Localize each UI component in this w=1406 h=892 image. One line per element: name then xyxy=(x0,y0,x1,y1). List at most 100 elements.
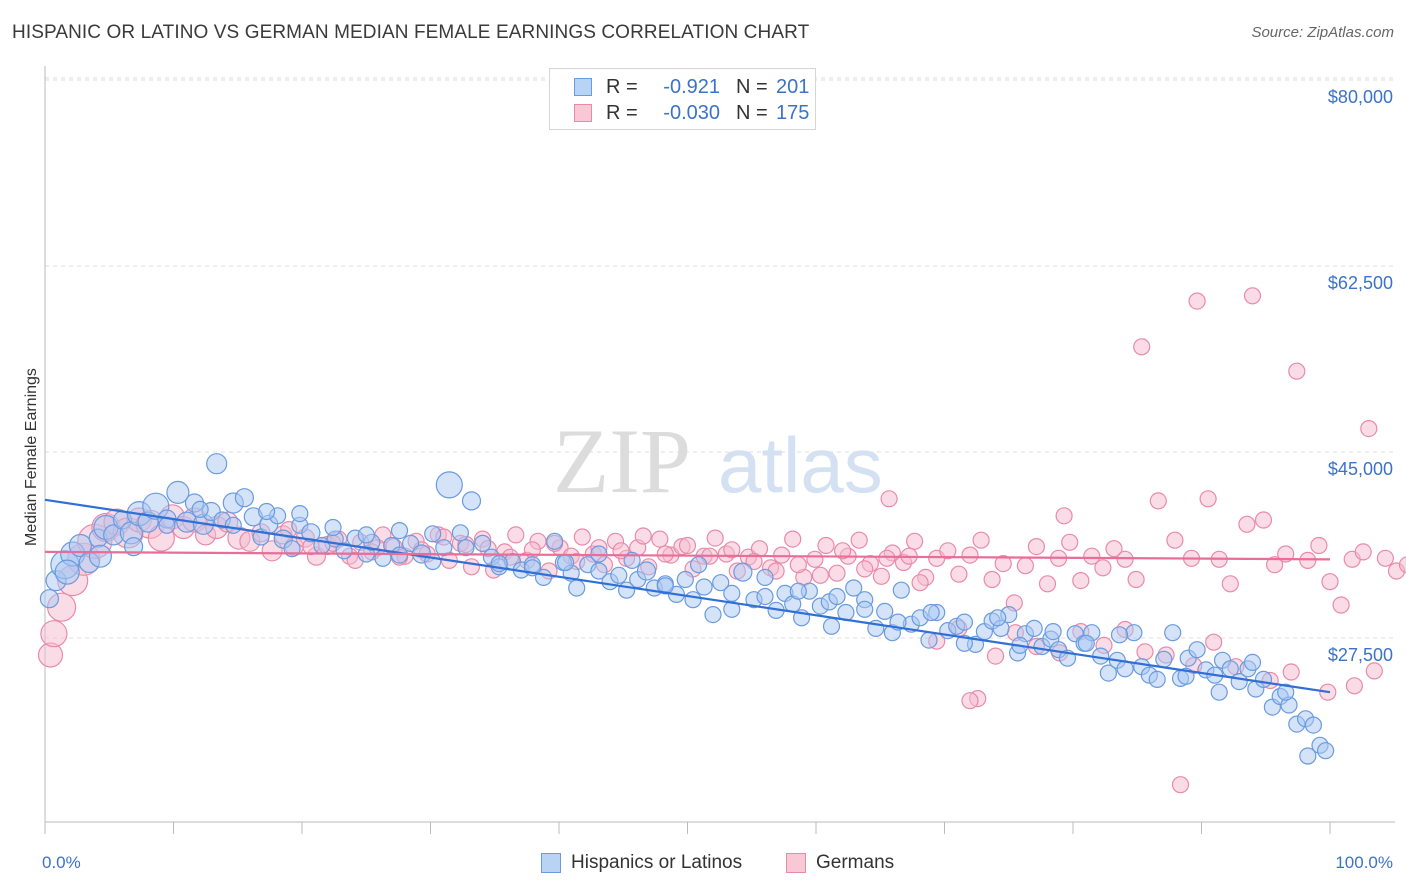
hispanics-point xyxy=(556,553,575,572)
germans-point xyxy=(1016,557,1035,575)
germans-point xyxy=(573,528,591,546)
germans-point xyxy=(1321,573,1339,591)
tick-labels: $27,500 $45,000 $62,500 $80,000 0.0% 100.0% xyxy=(42,87,1393,872)
hispanics-trend-line xyxy=(44,498,1331,694)
y-tick-label: $45,000 xyxy=(1328,459,1393,479)
hispanics-point xyxy=(822,617,841,635)
hispanics-point xyxy=(258,502,276,521)
hispanics-point xyxy=(1299,747,1317,765)
germans-point xyxy=(507,526,525,544)
legend-r-label: R = xyxy=(606,75,638,98)
legend-n-value: 201 xyxy=(776,75,810,98)
hispanics-point xyxy=(435,471,463,499)
germans-point xyxy=(1136,643,1154,661)
germans-point xyxy=(1127,570,1145,589)
hispanics-point xyxy=(590,562,608,580)
chart-source: Source: ZipAtlas.com xyxy=(1251,24,1394,41)
germans-point xyxy=(1282,663,1300,681)
germans-point xyxy=(880,490,898,508)
y-tick-label: $27,500 xyxy=(1328,645,1393,665)
legend-r-label: R = xyxy=(606,101,638,124)
germans-point xyxy=(1243,287,1262,305)
hispanics-point xyxy=(402,534,420,553)
hispanics-point xyxy=(390,546,409,564)
legend-swatch-blue xyxy=(574,78,592,96)
hispanics-point xyxy=(684,591,702,609)
hispanics-point xyxy=(435,539,453,557)
hispanics-point xyxy=(1099,664,1118,682)
germans-point xyxy=(972,531,990,549)
chart-title: HISPANIC OR LATINO VS GERMAN MEDIAN FEMA… xyxy=(12,22,810,43)
hispanics-point xyxy=(1155,650,1173,668)
germans-point xyxy=(1199,490,1217,508)
germans-point xyxy=(1116,550,1134,568)
trend-lines xyxy=(44,498,1331,694)
germans-point xyxy=(1354,543,1372,561)
hispanics-point xyxy=(451,524,469,542)
hispanics-point xyxy=(206,453,228,475)
germans-point xyxy=(1376,549,1395,567)
germans-point xyxy=(1072,571,1090,590)
legend-r-value: -0.030 xyxy=(663,101,720,124)
hispanics-point xyxy=(636,561,657,581)
hispanics-point xyxy=(704,605,722,624)
germans-point xyxy=(1038,575,1057,593)
hispanics-point xyxy=(1277,683,1295,701)
hispanics-point xyxy=(920,631,938,649)
bottom-legend-label: Germans xyxy=(816,852,895,873)
legend-n-label: N = xyxy=(736,75,768,98)
germans-point xyxy=(1398,556,1406,574)
hispanics-point xyxy=(39,589,60,609)
germans-point xyxy=(961,692,979,710)
hispanics-point xyxy=(474,534,492,553)
germans-point xyxy=(1094,559,1112,577)
germans-point xyxy=(656,545,674,563)
germans-point xyxy=(1166,531,1184,549)
hispanics-point xyxy=(390,521,409,540)
legend-row-germans: R = -0.030 N = 175 xyxy=(574,101,809,125)
hispanics-point xyxy=(1316,742,1335,760)
axes xyxy=(44,66,1395,834)
hispanics-point xyxy=(695,578,713,596)
legend-n-label: N = xyxy=(736,101,768,124)
hispanics-point xyxy=(191,500,209,518)
germans-point xyxy=(872,567,891,585)
germans-point xyxy=(745,552,763,571)
germans-point xyxy=(1083,547,1101,565)
legend-n-value: 175 xyxy=(776,101,810,124)
germans-point xyxy=(1238,515,1256,533)
hispanics-point xyxy=(545,532,564,550)
hispanics-point xyxy=(291,504,309,523)
germans-point xyxy=(950,565,968,583)
germans-point xyxy=(1171,776,1190,794)
hispanics-point xyxy=(457,539,475,557)
x-tick-label: 0.0% xyxy=(42,853,81,872)
watermark-zip: ZIP xyxy=(553,410,691,512)
hispanics-point xyxy=(1125,624,1143,642)
legend-r-value: -0.921 xyxy=(663,75,720,98)
germans-point xyxy=(789,556,807,574)
hispanics-point xyxy=(689,556,708,574)
germans-point xyxy=(817,536,835,555)
hispanics-point xyxy=(756,568,774,587)
germans-point xyxy=(1360,420,1378,438)
hispanics-point xyxy=(756,587,774,606)
x-tick-label: 100.0% xyxy=(1335,853,1393,872)
bottom-legend-hispanics: Hispanics or Latinos xyxy=(541,852,742,874)
watermark-atlas: atlas xyxy=(718,421,883,509)
hispanics-point xyxy=(892,581,910,599)
germans-point xyxy=(1345,677,1364,695)
germans-point xyxy=(40,620,68,648)
hispanics-point xyxy=(1025,619,1043,638)
legend-correlation: R = -0.921 N = 201 R = -0.030 N = 175 xyxy=(549,68,816,130)
hispanics-point xyxy=(989,609,1007,627)
germans-point xyxy=(1027,537,1046,556)
germans-point xyxy=(806,550,824,568)
hispanics-point xyxy=(656,577,674,595)
hispanics-point xyxy=(424,525,442,543)
germans-point xyxy=(1365,662,1383,680)
hispanics-point xyxy=(335,542,353,560)
hispanics-point xyxy=(1164,624,1182,642)
germans-point xyxy=(706,529,724,547)
